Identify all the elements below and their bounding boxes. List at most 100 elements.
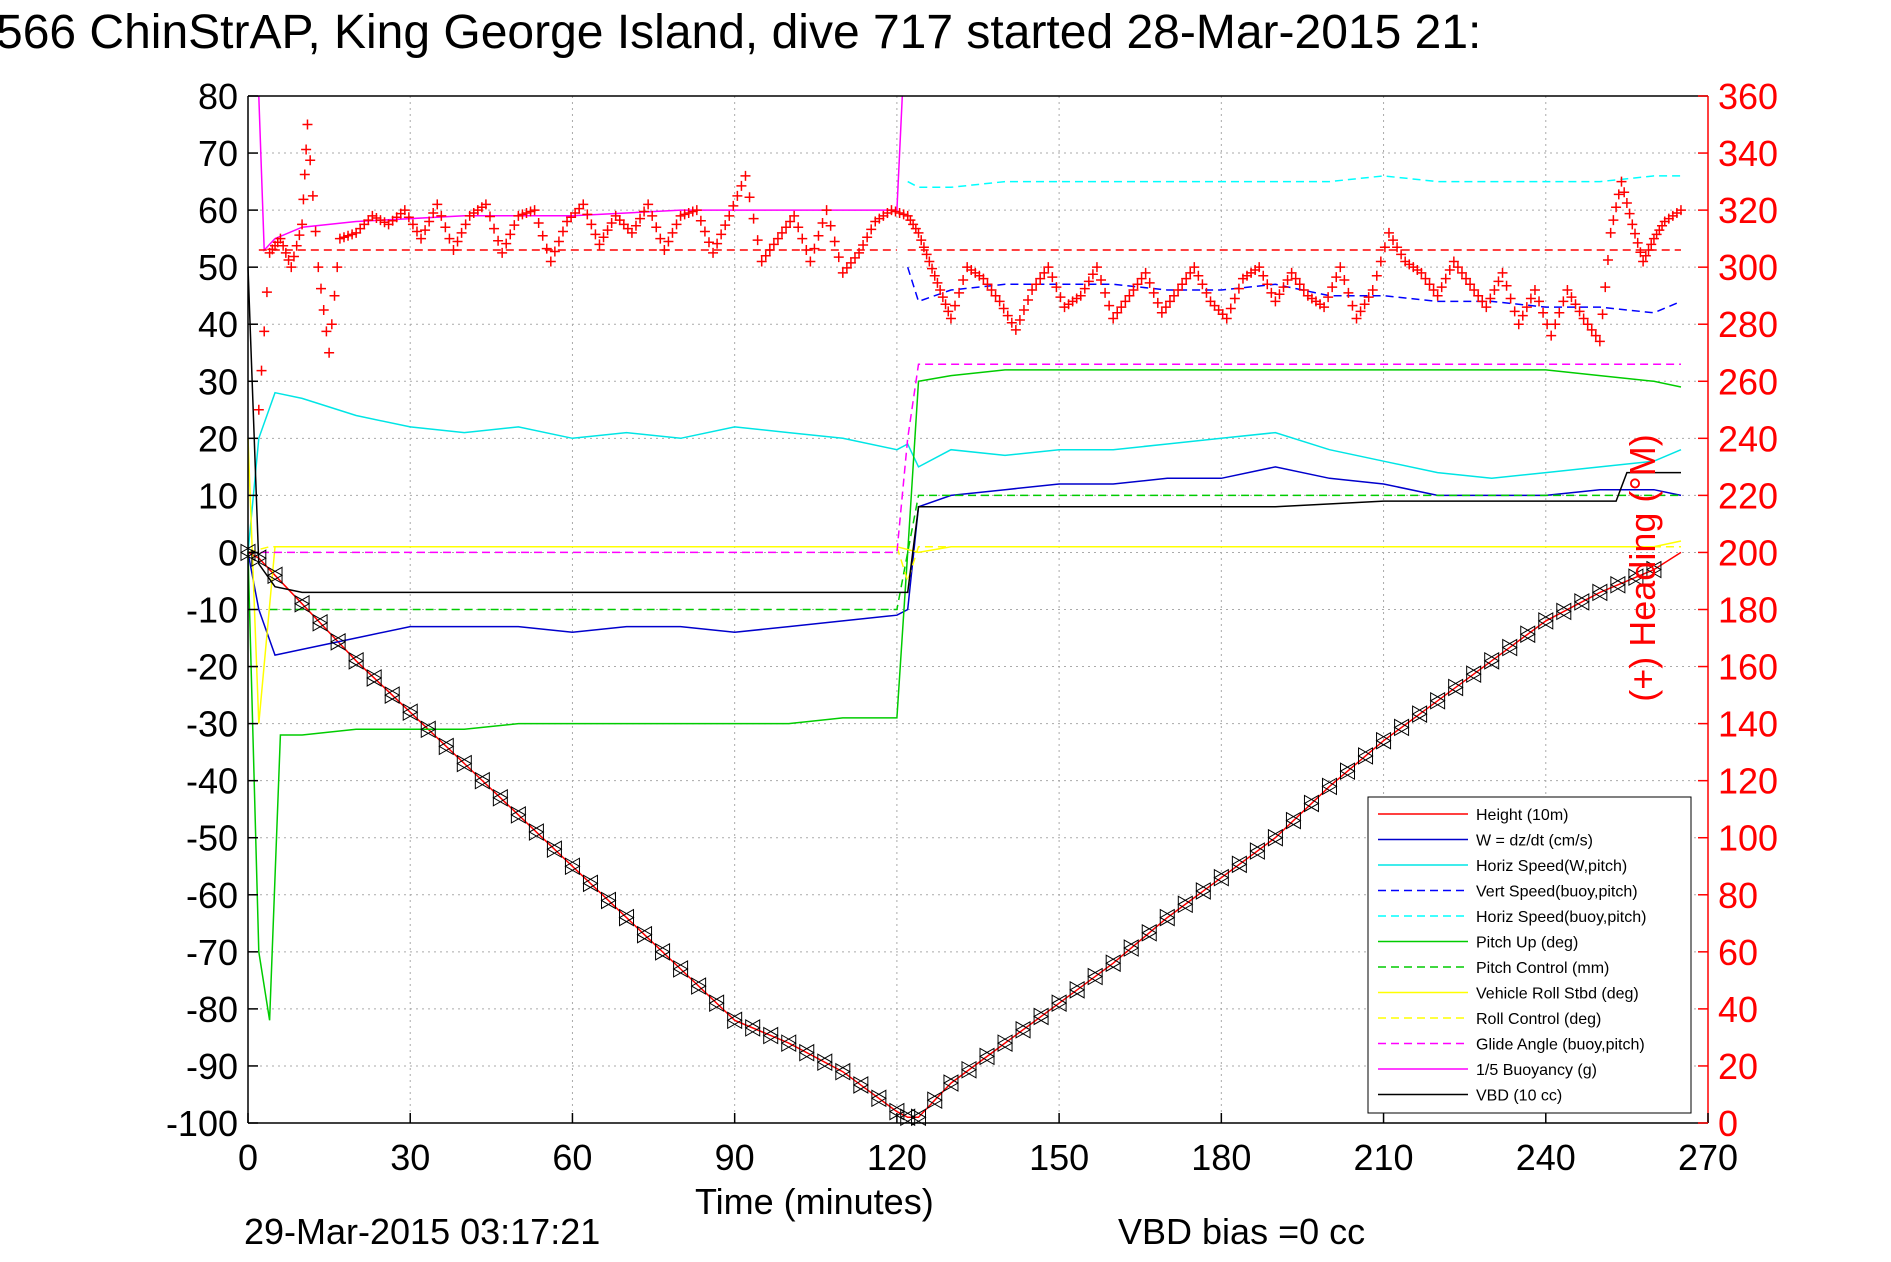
heading-marker xyxy=(748,213,759,224)
height-marker xyxy=(1447,678,1464,697)
heading-marker xyxy=(501,238,512,249)
heading-marker xyxy=(655,233,666,244)
height-marker xyxy=(1501,638,1518,657)
x-tick-labels: 0 30 60 90 120 150 180 210 240 270 xyxy=(238,1137,1738,1178)
height-marker xyxy=(546,840,563,858)
heading-marker xyxy=(720,220,731,231)
heading-marker xyxy=(639,206,650,217)
heading-marker xyxy=(998,303,1009,314)
heading-marker xyxy=(1319,302,1330,313)
height-marker xyxy=(1015,1020,1032,1039)
y2-tick-label: 0 xyxy=(1718,1103,1738,1144)
heading-marker xyxy=(1497,267,1508,278)
heading-marker xyxy=(760,250,771,261)
heading-marker xyxy=(411,226,422,237)
heading-marker xyxy=(1031,279,1042,290)
heading-marker xyxy=(1189,262,1200,273)
height-marker xyxy=(1393,718,1410,737)
heading-marker xyxy=(1597,309,1608,320)
height-marker xyxy=(997,1034,1014,1052)
heading-marker xyxy=(1562,284,1573,295)
heading-marker xyxy=(1630,228,1640,239)
height-marker xyxy=(528,823,545,841)
heading-marker xyxy=(1379,242,1390,253)
heading-marker xyxy=(854,247,865,258)
heading-marker xyxy=(785,216,796,227)
y-tick-label: -90 xyxy=(186,1046,238,1087)
heading-marker xyxy=(1233,283,1244,294)
y-tick-label: 80 xyxy=(198,76,238,117)
heading-marker xyxy=(1152,297,1163,308)
heading-marker xyxy=(1221,313,1232,324)
heading-marker xyxy=(1420,273,1431,284)
footer-timestamp: 29-Mar-2015 03:17:21 xyxy=(244,1211,600,1252)
height-marker xyxy=(330,632,347,651)
heading-marker xyxy=(1169,290,1180,301)
heading-marker xyxy=(990,290,1001,301)
heading-marker xyxy=(1619,187,1630,198)
heading-marker xyxy=(436,210,447,221)
heading-marker xyxy=(537,230,548,241)
legend-label: Roll Control (deg) xyxy=(1476,1011,1601,1028)
heading-marker xyxy=(1144,277,1155,288)
heading-marker xyxy=(943,306,954,317)
heading-marker xyxy=(1582,319,1593,330)
height-marker xyxy=(762,1026,779,1045)
heading-marker xyxy=(768,239,779,250)
heading-marker xyxy=(1173,284,1184,295)
height-marker xyxy=(708,994,725,1013)
heading-marker xyxy=(913,227,924,238)
heading-marker xyxy=(1258,270,1269,281)
height-marker xyxy=(1195,882,1212,900)
heading-marker xyxy=(1635,247,1646,258)
heading-marker xyxy=(724,210,735,221)
heading-marker xyxy=(695,215,706,226)
height-marker xyxy=(294,594,311,613)
heading-marker xyxy=(1087,269,1098,280)
heading-marker xyxy=(1538,307,1549,318)
heading-marker xyxy=(1627,219,1638,230)
y2-axis-label: (+) Heading (°M) xyxy=(1622,434,1663,701)
heading-marker xyxy=(776,227,787,238)
heading-marker xyxy=(497,247,508,258)
height-marker xyxy=(816,1053,833,1072)
legend-label: Horiz Speed(buoy,pitch) xyxy=(1476,909,1646,926)
heading-marker xyxy=(1254,262,1265,273)
y-tick-labels: 80 70 60 50 40 30 20 10 0 -10 -20 -30 -40 -50 -60 -70 -8… xyxy=(166,76,238,1144)
heading-marker xyxy=(982,279,993,290)
heading-marker xyxy=(927,263,938,274)
heading-marker xyxy=(1164,296,1175,307)
heading-marker xyxy=(752,235,763,246)
heading-marker xyxy=(1140,267,1151,278)
heading-marker xyxy=(259,326,270,337)
heading-marker xyxy=(1452,262,1463,273)
heading-marker xyxy=(1613,189,1624,200)
heading-marker xyxy=(594,239,605,250)
height-marker xyxy=(979,1047,996,1066)
heading-marker xyxy=(283,255,294,266)
heading-marker xyxy=(1282,275,1293,286)
heading-marker xyxy=(1574,306,1585,317)
heading-marker xyxy=(1229,293,1240,304)
y2-tick-label: 200 xyxy=(1718,532,1778,573)
heading-marker xyxy=(509,220,520,231)
heading-marker xyxy=(324,347,335,358)
heading-marker xyxy=(626,227,637,238)
heading-marker xyxy=(541,243,552,254)
heading-marker xyxy=(1594,336,1605,347)
heading-marker xyxy=(480,199,491,210)
height-marker xyxy=(960,1060,977,1079)
height-marker xyxy=(1141,923,1158,942)
height-marker xyxy=(1573,593,1590,611)
heading-marker xyxy=(1432,290,1443,301)
heading-marker xyxy=(833,252,844,263)
heading-marker xyxy=(1108,313,1119,324)
height-marker xyxy=(366,669,383,687)
heading-marker xyxy=(1444,265,1455,276)
heading-marker xyxy=(756,256,767,267)
height-marker xyxy=(1303,794,1320,813)
y-tick-label: -40 xyxy=(186,761,238,802)
heading-marker xyxy=(929,270,940,281)
y-tick-label: 50 xyxy=(198,247,238,288)
y2-tick-label: 60 xyxy=(1718,932,1758,973)
